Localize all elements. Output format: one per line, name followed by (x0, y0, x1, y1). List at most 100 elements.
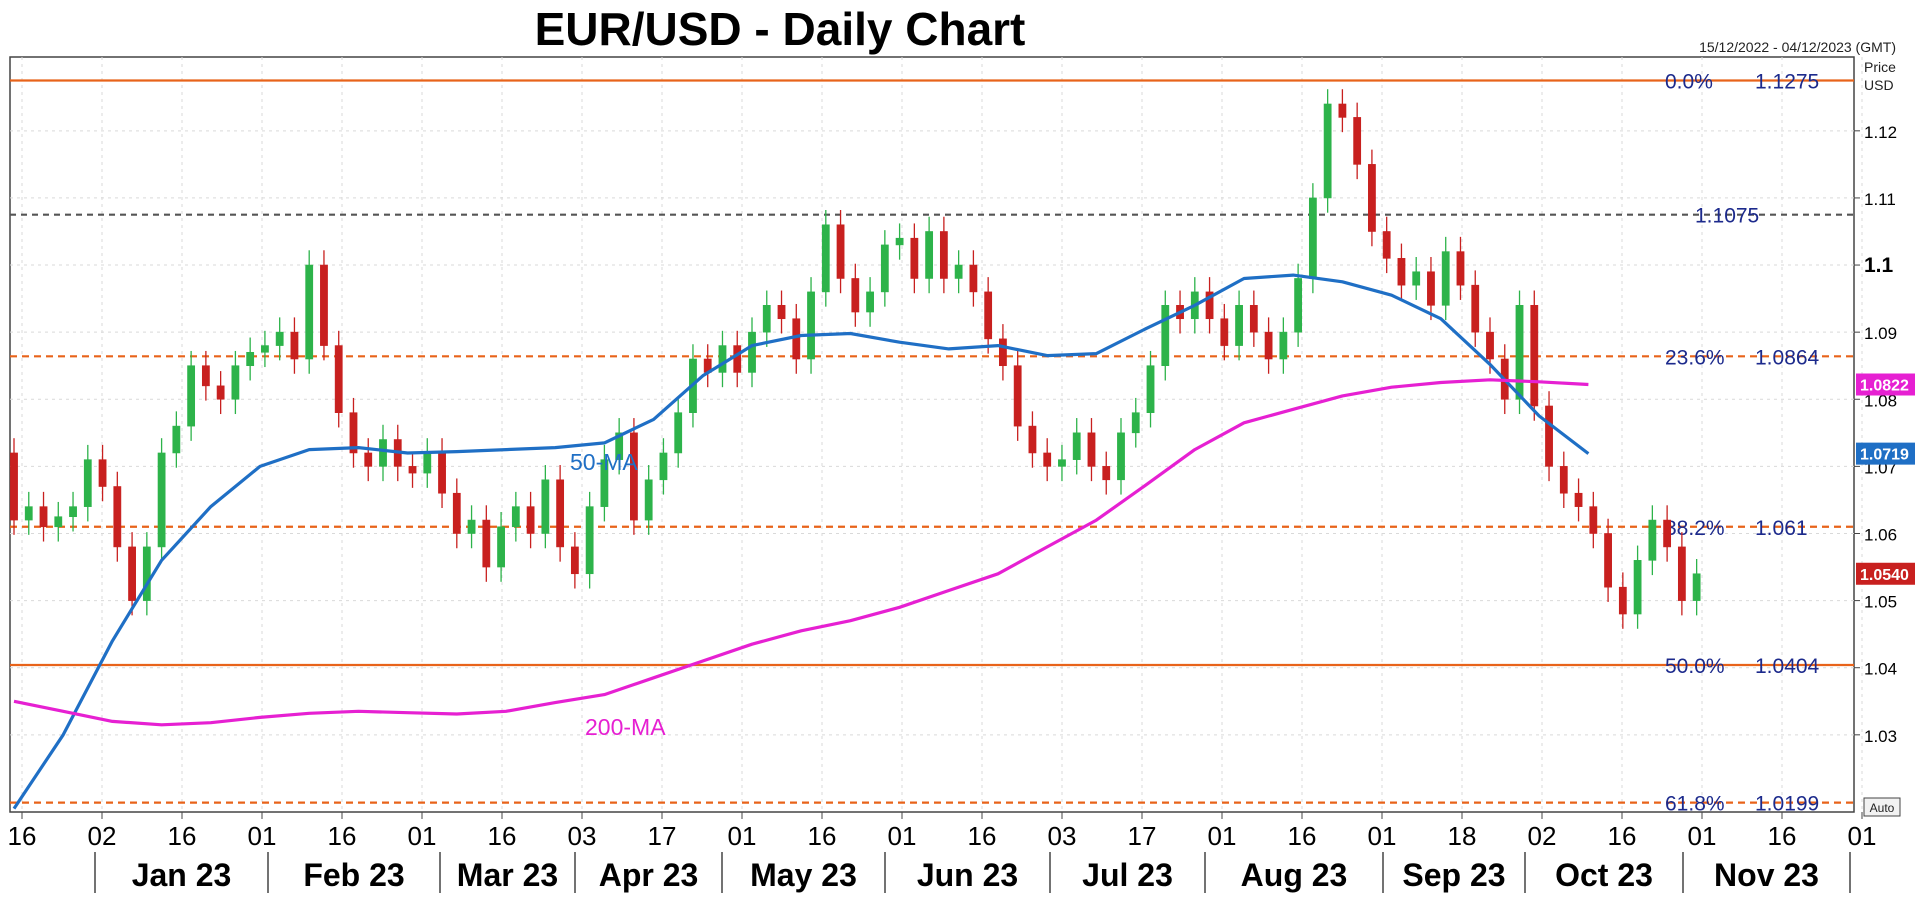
candle-body-7 (113, 486, 122, 548)
fib-price-23.6%: 1.0864 (1755, 346, 1820, 369)
candle-body-16 (246, 351, 255, 367)
x-tick-label-7: 03 (568, 821, 597, 851)
candle-body-81 (1205, 291, 1214, 320)
candle-body-55 (821, 224, 830, 293)
candle-body-10 (157, 452, 166, 548)
candle-body-74 (1102, 466, 1111, 481)
candle-body-49 (733, 345, 742, 373)
y-tick-label-1.05: 1.05 (1864, 593, 1897, 612)
candle-body-21 (320, 264, 328, 346)
candle-body-51 (762, 305, 771, 333)
candle-body-86 (1279, 331, 1288, 360)
candle-body-58 (866, 291, 874, 313)
current-tag-bg-50-MA (1856, 442, 1915, 465)
y-tick-label-1.06: 1.06 (1864, 525, 1897, 544)
candle-body-60 (895, 237, 904, 246)
x-tick-label-12: 16 (968, 821, 997, 851)
month-label-4: May 23 (750, 857, 857, 893)
x-tick-label-18: 18 (1448, 821, 1477, 851)
candle-body-75 (1117, 432, 1125, 481)
candle-body-8 (128, 546, 136, 601)
candle-body-50 (748, 331, 756, 373)
month-label-9: Oct 23 (1555, 857, 1653, 893)
moving-averages: 50-MA 200-MA (12, 273, 1590, 810)
chart-title: EUR/USD - Daily Chart (535, 3, 1026, 55)
x-tick-label-10: 16 (808, 821, 837, 851)
candle-body-77 (1146, 365, 1155, 413)
candle-body-45 (674, 412, 683, 454)
candle-body-53 (792, 318, 801, 360)
candle-body-19 (290, 331, 299, 360)
candle-body-70 (1043, 452, 1052, 467)
candle-body-76 (1131, 412, 1140, 434)
x-tick-label-2: 16 (168, 821, 197, 851)
candle-body-69 (1028, 425, 1037, 454)
candle-body-11 (172, 425, 181, 454)
auto-scale-label: Auto (1870, 801, 1895, 815)
candle-body-114 (1692, 573, 1701, 601)
candle-body-112 (1663, 519, 1672, 548)
candle-body-61 (910, 237, 919, 279)
candle-body-34 (511, 506, 520, 528)
candle-body-15 (231, 365, 240, 400)
candle-body-3 (54, 516, 63, 528)
candle-body-4 (69, 506, 77, 518)
candle-body-25 (379, 439, 387, 467)
current-tag-50-MA: 1.0719 (1860, 447, 1909, 464)
candle-body-87 (1294, 278, 1303, 333)
candle-body-110 (1633, 560, 1642, 615)
x-tick-label-1: 02 (88, 821, 117, 851)
candle-body-82 (1220, 318, 1229, 346)
candlesticks (10, 89, 1701, 629)
candle-body-73 (1087, 432, 1096, 467)
y-tick-label-1.04: 1.04 (1864, 660, 1897, 679)
price-axis-unit: USD (1864, 77, 1894, 93)
candle-body-22 (334, 345, 343, 413)
x-tick-label-0: 16 (8, 821, 37, 851)
x-tick-label-4: 16 (328, 821, 357, 851)
candle-body-65 (969, 264, 978, 293)
candle-body-40 (600, 459, 609, 507)
date-range-label: 15/12/2022 - 04/12/2023 (GMT) (1699, 39, 1896, 55)
fib-price-61.8%: 1.0199 (1755, 793, 1819, 816)
month-label-3: Apr 23 (599, 857, 699, 893)
candle-body-91 (1353, 117, 1362, 165)
candle-body-36 (541, 479, 550, 534)
candle-body-31 (467, 519, 476, 534)
candle-body-28 (423, 452, 432, 474)
month-label-5: Jun 23 (917, 857, 1018, 893)
candle-body-5 (83, 459, 92, 507)
candle-body-35 (526, 506, 535, 534)
current-tag-bg-200-MA (1856, 373, 1915, 396)
fib-pct-0.0%: 0.0% (1665, 70, 1713, 93)
candle-body-94 (1397, 258, 1406, 286)
candle-body-32 (482, 519, 491, 568)
candle-body-37 (556, 479, 565, 548)
candle-body-2 (39, 506, 48, 528)
x-tick-label-16: 16 (1288, 821, 1317, 851)
candle-body-63 (939, 231, 948, 279)
current-tag-price: 1.0540 (1860, 567, 1909, 584)
x-tick-label-11: 01 (888, 821, 917, 851)
label-50-ma: 50-MA (570, 449, 638, 475)
candle-body-48 (718, 345, 727, 373)
candle-body-33 (497, 526, 505, 568)
time-axis: 16 02 16 01 16 01 16 03 17 01 16 01 16 03 17 01 16 01 18 02… (8, 812, 1877, 893)
candle-body-78 (1161, 305, 1170, 367)
month-label-7: Aug 23 (1241, 857, 1348, 893)
auto-scale-button[interactable]: Auto (1863, 797, 1901, 817)
x-tick-label-20: 16 (1608, 821, 1637, 851)
candle-body-43 (644, 479, 653, 521)
x-tick-label-3: 01 (248, 821, 277, 851)
fib-price-38.2%: 1.061 (1755, 517, 1808, 540)
candle-body-41 (615, 432, 624, 460)
candle-body-0 (10, 452, 18, 521)
x-tick-label-23: 01 (1848, 821, 1877, 851)
candle-body-39 (585, 506, 594, 575)
candle-body-84 (1249, 305, 1258, 333)
candle-body-92 (1368, 164, 1376, 232)
candle-body-29 (438, 452, 446, 494)
fib-pct-38.2%: 38.2% (1665, 517, 1725, 540)
candle-body-71 (1058, 459, 1066, 467)
